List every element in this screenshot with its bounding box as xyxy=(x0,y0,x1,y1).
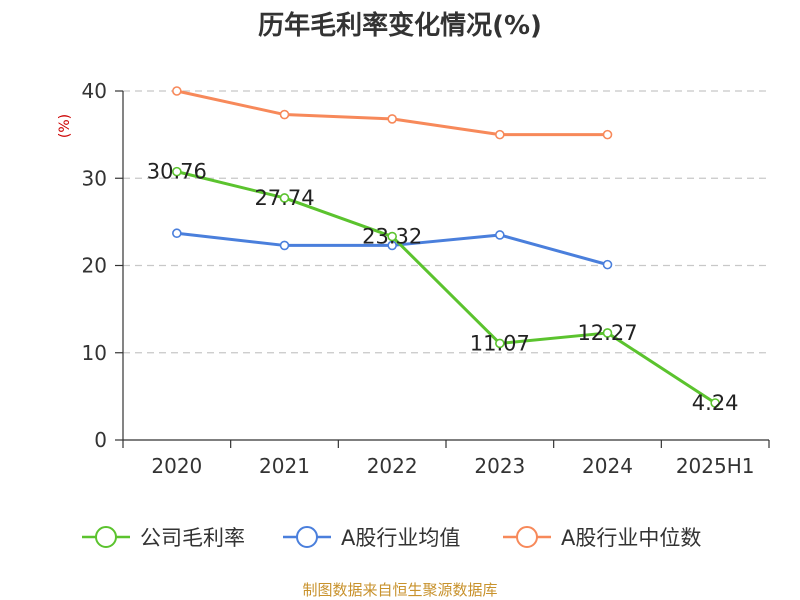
y-tick-label: 10 xyxy=(82,341,107,365)
data-point xyxy=(387,240,397,251)
x-tick-label: 2021 xyxy=(259,454,310,478)
chart-title: 历年毛利率变化情况(%) xyxy=(258,10,542,41)
data-point xyxy=(172,86,182,96)
y-tick-label: 40 xyxy=(82,79,107,103)
data-label: 30.76 xyxy=(147,160,207,184)
data-point xyxy=(495,129,505,140)
data-label: 27.74 xyxy=(254,186,314,210)
legend-label: A股行业均值 xyxy=(341,526,460,550)
legend-marker xyxy=(516,526,538,548)
legend-marker xyxy=(95,526,117,548)
y-tick-label: 30 xyxy=(82,166,107,190)
data-point xyxy=(172,166,182,177)
x-tick-label: 2022 xyxy=(367,454,418,478)
y-tick-label: 0 xyxy=(94,428,107,452)
data-source-note: 制图数据来自恒生聚源数据库 xyxy=(302,581,497,599)
legend-label: 公司毛利率 xyxy=(140,526,245,550)
data-label: 12.27 xyxy=(577,321,637,345)
legend-marker xyxy=(296,526,318,548)
data-point xyxy=(279,109,290,120)
data-point xyxy=(495,230,505,240)
x-tick-label: 2024 xyxy=(582,454,633,478)
series-line-2 xyxy=(176,89,608,137)
x-tick-label: 2023 xyxy=(474,454,525,478)
data-label: 11.07 xyxy=(470,331,530,355)
data-point xyxy=(602,328,613,338)
data-point xyxy=(279,240,290,251)
data-point xyxy=(602,129,613,140)
x-tick-label: 2020 xyxy=(151,454,202,478)
data-point xyxy=(710,398,720,408)
data-label: 4.24 xyxy=(692,391,739,415)
data-point xyxy=(495,338,505,349)
data-label: 23.32 xyxy=(362,225,422,249)
legend-label: A股行业中位数 xyxy=(561,526,701,550)
data-point xyxy=(279,193,290,203)
data-point xyxy=(387,231,397,242)
data-point xyxy=(172,228,182,239)
y-tick-label: 20 xyxy=(82,254,107,278)
x-tick-label: 2025H1 xyxy=(676,454,755,478)
series-line-0 xyxy=(176,170,716,405)
data-point xyxy=(387,114,397,124)
y-axis-label: (%) xyxy=(57,114,73,138)
data-point xyxy=(602,259,613,270)
